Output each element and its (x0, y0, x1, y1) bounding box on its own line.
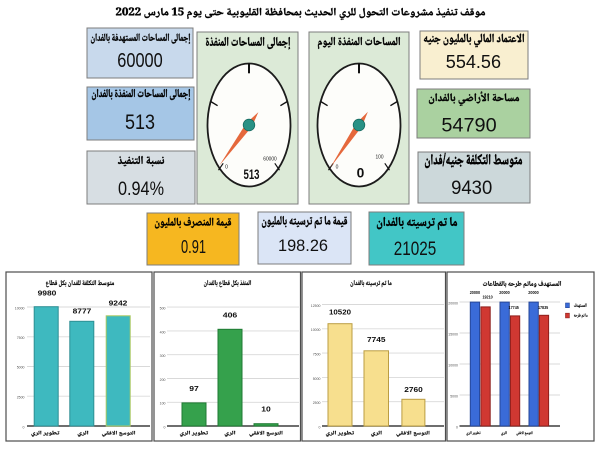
svg-text:5000: 5000 (313, 377, 321, 381)
svg-text:0: 0 (336, 165, 339, 171)
svg-text:2760: 2760 (404, 385, 423, 394)
svg-text:2500: 2500 (17, 395, 25, 399)
svg-text:0: 0 (23, 426, 25, 430)
svg-text:54790: 54790 (441, 115, 496, 137)
svg-text:10: 10 (261, 404, 271, 413)
svg-text:2500: 2500 (313, 401, 321, 405)
svg-text:198.26: 198.26 (278, 236, 328, 255)
svg-text:9980: 9980 (38, 288, 57, 297)
svg-text:500: 500 (160, 307, 166, 311)
svg-text:21025: 21025 (394, 239, 437, 260)
svg-text:10000: 10000 (311, 328, 321, 332)
svg-text:100: 100 (160, 402, 166, 406)
svg-text:0: 0 (357, 166, 365, 181)
svg-text:19210: 19210 (482, 295, 493, 300)
svg-text:554.56: 554.56 (446, 52, 501, 72)
svg-text:20000: 20000 (448, 301, 458, 305)
svg-text:60000: 60000 (117, 50, 162, 72)
svg-text:10000: 10000 (448, 363, 458, 367)
svg-text:9430: 9430 (451, 177, 492, 199)
svg-text:7745: 7745 (367, 335, 386, 344)
svg-text:0: 0 (319, 426, 321, 430)
svg-text:17835: 17835 (538, 305, 549, 310)
svg-text:200: 200 (160, 378, 166, 382)
svg-text:0: 0 (164, 426, 166, 430)
svg-text:97: 97 (189, 384, 199, 393)
svg-text:20000: 20000 (528, 290, 539, 295)
svg-text:10000: 10000 (15, 306, 25, 310)
svg-text:300: 300 (160, 354, 166, 358)
svg-text:10520: 10520 (329, 307, 351, 316)
svg-text:0.94%: 0.94% (118, 178, 164, 200)
svg-text:400: 400 (160, 330, 166, 334)
svg-text:0: 0 (225, 165, 228, 171)
svg-text:20000: 20000 (470, 290, 481, 295)
svg-text:406: 406 (223, 310, 238, 319)
svg-text:9242: 9242 (109, 298, 128, 307)
svg-text:7500: 7500 (313, 353, 321, 357)
svg-text:12500: 12500 (311, 304, 321, 308)
svg-text:0.91: 0.91 (181, 237, 206, 257)
svg-text:7500: 7500 (17, 336, 25, 340)
svg-text:60000: 60000 (263, 156, 277, 162)
svg-text:513: 513 (244, 167, 260, 182)
svg-text:20000: 20000 (499, 290, 510, 295)
svg-text:100: 100 (376, 155, 384, 161)
svg-text:15000: 15000 (448, 332, 458, 336)
svg-text:8777: 8777 (73, 306, 92, 315)
svg-text:5000: 5000 (17, 366, 25, 370)
svg-text:0: 0 (456, 426, 458, 430)
svg-text:5000: 5000 (450, 394, 458, 398)
svg-text:513: 513 (125, 111, 155, 134)
svg-text:17745: 17745 (509, 305, 520, 310)
